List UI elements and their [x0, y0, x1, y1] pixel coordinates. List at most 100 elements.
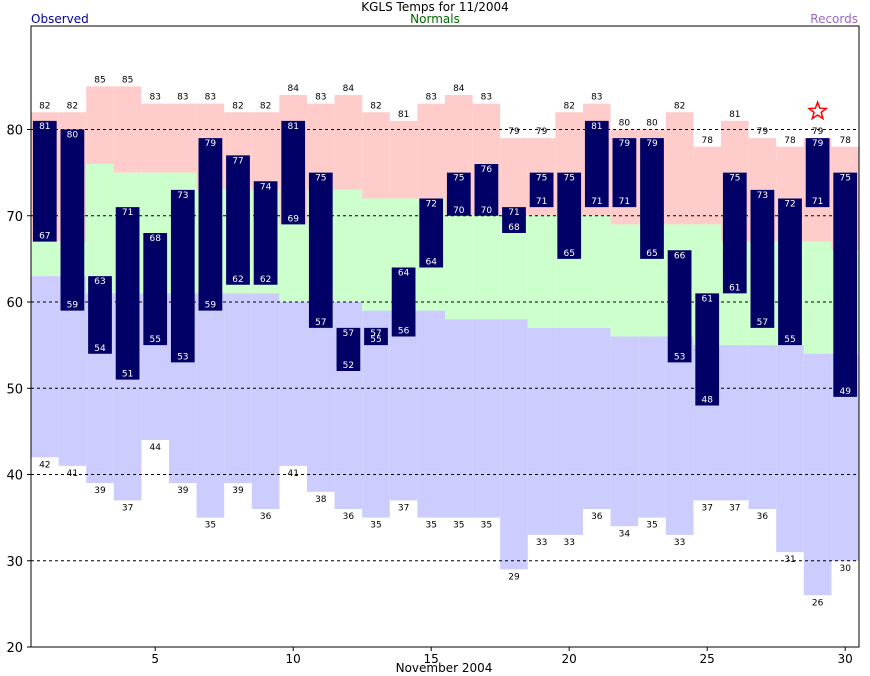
normal-band-day-21 — [583, 215, 611, 328]
observed-bar-day-16 — [446, 172, 471, 216]
observed-high-label-day-26: 75 — [729, 174, 740, 184]
record-low-band-day-20 — [555, 327, 583, 535]
record-low-label-day-6: 39 — [177, 486, 189, 496]
record-low-band-day-24 — [665, 336, 694, 535]
observed-high-label-day-28: 72 — [784, 200, 795, 210]
record-high-label-day-27: 79 — [757, 127, 769, 137]
observed-bars — [32, 120, 858, 406]
record-high-label-day-18: 79 — [508, 127, 520, 137]
record-low-label-day-2: 41 — [67, 469, 78, 479]
record-low-band-day-22 — [610, 336, 639, 527]
record-high-band-day-18 — [500, 138, 528, 216]
observed-bar-day-27 — [750, 189, 775, 328]
observed-bar-day-15 — [419, 198, 444, 268]
observed-high-label-day-24: 66 — [674, 251, 686, 261]
records-legend-label: Records — [810, 12, 858, 26]
observed-high-label-day-18: 71 — [508, 208, 519, 218]
observed-low-label-day-28: 55 — [784, 335, 795, 345]
x-tick-label-15: 15 — [424, 652, 439, 666]
observed-legend-label: Observed — [31, 12, 89, 26]
observed-high-label-day-29: 79 — [812, 139, 824, 149]
observed-high-label-day-4: 71 — [122, 208, 133, 218]
record-low-label-day-3: 39 — [94, 486, 106, 496]
record-low-band-day-26 — [721, 345, 749, 501]
observed-bar-day-6 — [170, 189, 195, 363]
record-low-label-day-13: 35 — [370, 521, 381, 531]
observed-bar-day-4 — [115, 207, 140, 380]
record-high-label-day-25: 78 — [701, 136, 713, 146]
record-high-label-day-10: 84 — [287, 84, 299, 94]
observed-low-label-day-1: 67 — [39, 232, 50, 242]
record-high-label-day-11: 83 — [315, 93, 326, 103]
observed-bar-day-20 — [557, 172, 582, 259]
record-low-band-day-21 — [583, 327, 611, 509]
observed-low-label-day-23: 65 — [646, 249, 657, 259]
record-low-label-day-4: 37 — [122, 503, 133, 513]
record-high-label-day-23: 80 — [646, 119, 658, 129]
y-tick-label-80: 80 — [6, 124, 23, 139]
observed-low-label-day-24: 53 — [674, 352, 685, 362]
observed-high-label-day-9: 74 — [260, 182, 272, 192]
observed-high-label-day-10: 81 — [287, 122, 298, 132]
record-low-label-day-19: 33 — [536, 538, 547, 548]
record-high-band-day-12 — [334, 95, 363, 190]
observed-low-label-day-11: 57 — [315, 318, 326, 328]
observed-high-label-day-15: 72 — [425, 200, 436, 210]
observed-low-label-day-22: 71 — [619, 197, 630, 207]
record-set-star-icon — [806, 100, 829, 121]
observed-high-label-day-17: 76 — [481, 165, 493, 175]
record-high-label-day-19: 79 — [536, 127, 548, 137]
record-high-label-day-12: 84 — [343, 84, 355, 94]
record-high-label-day-13: 82 — [370, 101, 381, 111]
observed-high-label-day-11: 75 — [315, 174, 326, 184]
record-low-band-day-23 — [638, 336, 666, 518]
observed-low-label-day-2: 59 — [67, 301, 79, 311]
observed-bar-day-13 — [364, 327, 388, 346]
record-low-label-day-27: 36 — [757, 512, 769, 522]
observed-high-label-day-21: 81 — [591, 122, 602, 132]
record-high-band-day-6 — [169, 103, 197, 173]
normal-band-day-29 — [803, 241, 832, 354]
observed-bar-day-23 — [640, 138, 664, 259]
normal-band-day-22 — [610, 224, 639, 337]
record-high-band-day-3 — [86, 86, 114, 164]
record-high-band-day-25 — [693, 146, 721, 225]
record-high-label-day-5: 83 — [149, 93, 160, 103]
observed-bar-day-30 — [833, 172, 858, 397]
observed-high-label-day-25: 61 — [701, 294, 712, 304]
record-high-label-day-26: 81 — [729, 110, 740, 120]
observed-high-label-day-14: 64 — [398, 269, 410, 279]
record-low-label-day-18: 29 — [508, 572, 520, 582]
observed-high-label-day-2: 80 — [67, 131, 79, 141]
observed-low-label-day-15: 64 — [425, 258, 437, 268]
observed-low-label-day-26: 61 — [729, 283, 740, 293]
record-low-label-day-26: 37 — [729, 503, 740, 513]
observed-low-label-day-27: 57 — [757, 318, 768, 328]
y-tick-label-40: 40 — [6, 469, 23, 484]
normal-band-day-3 — [86, 164, 114, 294]
record-low-label-day-7: 35 — [205, 521, 216, 531]
record-high-label-day-9: 82 — [260, 101, 271, 111]
record-low-label-day-21: 36 — [591, 512, 603, 522]
observed-bar-day-21 — [584, 120, 609, 208]
observed-bar-day-14 — [391, 267, 416, 337]
normal-band-day-17 — [472, 215, 501, 320]
record-low-label-day-24: 33 — [674, 538, 685, 548]
observed-low-label-day-17: 70 — [481, 206, 493, 216]
observed-bar-day-29 — [805, 138, 830, 208]
observed-low-label-day-13: 55 — [370, 335, 381, 345]
record-low-label-day-1: 42 — [39, 460, 50, 470]
record-low-label-day-9: 36 — [260, 512, 272, 522]
observed-low-label-day-14: 56 — [398, 327, 410, 337]
record-high-label-day-8: 82 — [232, 101, 243, 111]
record-high-band-day-24 — [665, 112, 694, 225]
record-low-label-day-17: 35 — [481, 521, 492, 531]
observed-bar-day-28 — [778, 198, 802, 346]
record-high-band-day-5 — [141, 103, 169, 173]
record-high-label-day-21: 83 — [591, 93, 602, 103]
observed-bar-day-8 — [226, 155, 250, 285]
record-high-label-day-20: 82 — [563, 101, 574, 111]
observed-bar-day-7 — [198, 138, 223, 311]
record-high-label-day-2: 82 — [67, 101, 78, 111]
